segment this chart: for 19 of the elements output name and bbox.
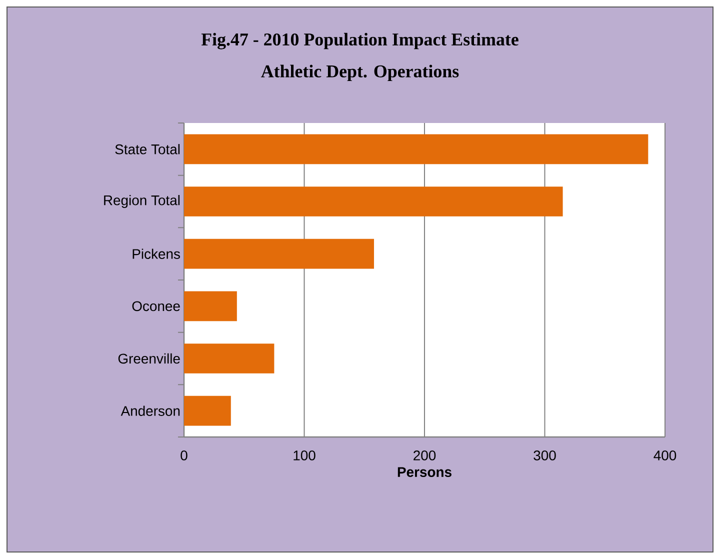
y-tick-label: State Total (115, 144, 180, 154)
bar (184, 291, 237, 322)
x-tick-label: 100 (294, 450, 316, 460)
x-tick-label: 300 (534, 450, 556, 460)
chart-title: Fig.47 - 2010 Population Impact Estimate Athletic Dept. Operations (201, 32, 518, 82)
x-tick-label: 0 (180, 450, 188, 460)
y-tick-label: Greenville (118, 353, 180, 364)
y-tick-label: Anderson (120, 406, 180, 416)
bar (184, 134, 648, 164)
x-tick-label: 400 (654, 450, 676, 460)
bar (184, 396, 231, 426)
y-tick-label: Pickens (132, 248, 180, 259)
x-axis-title: Persons (398, 467, 452, 477)
bar (184, 344, 274, 374)
y-tick-label: Region Total (104, 194, 180, 208)
bar (184, 186, 563, 216)
bar (184, 238, 374, 269)
x-tick-label: 200 (414, 450, 436, 460)
y-tick-label: Oconee (132, 301, 180, 312)
